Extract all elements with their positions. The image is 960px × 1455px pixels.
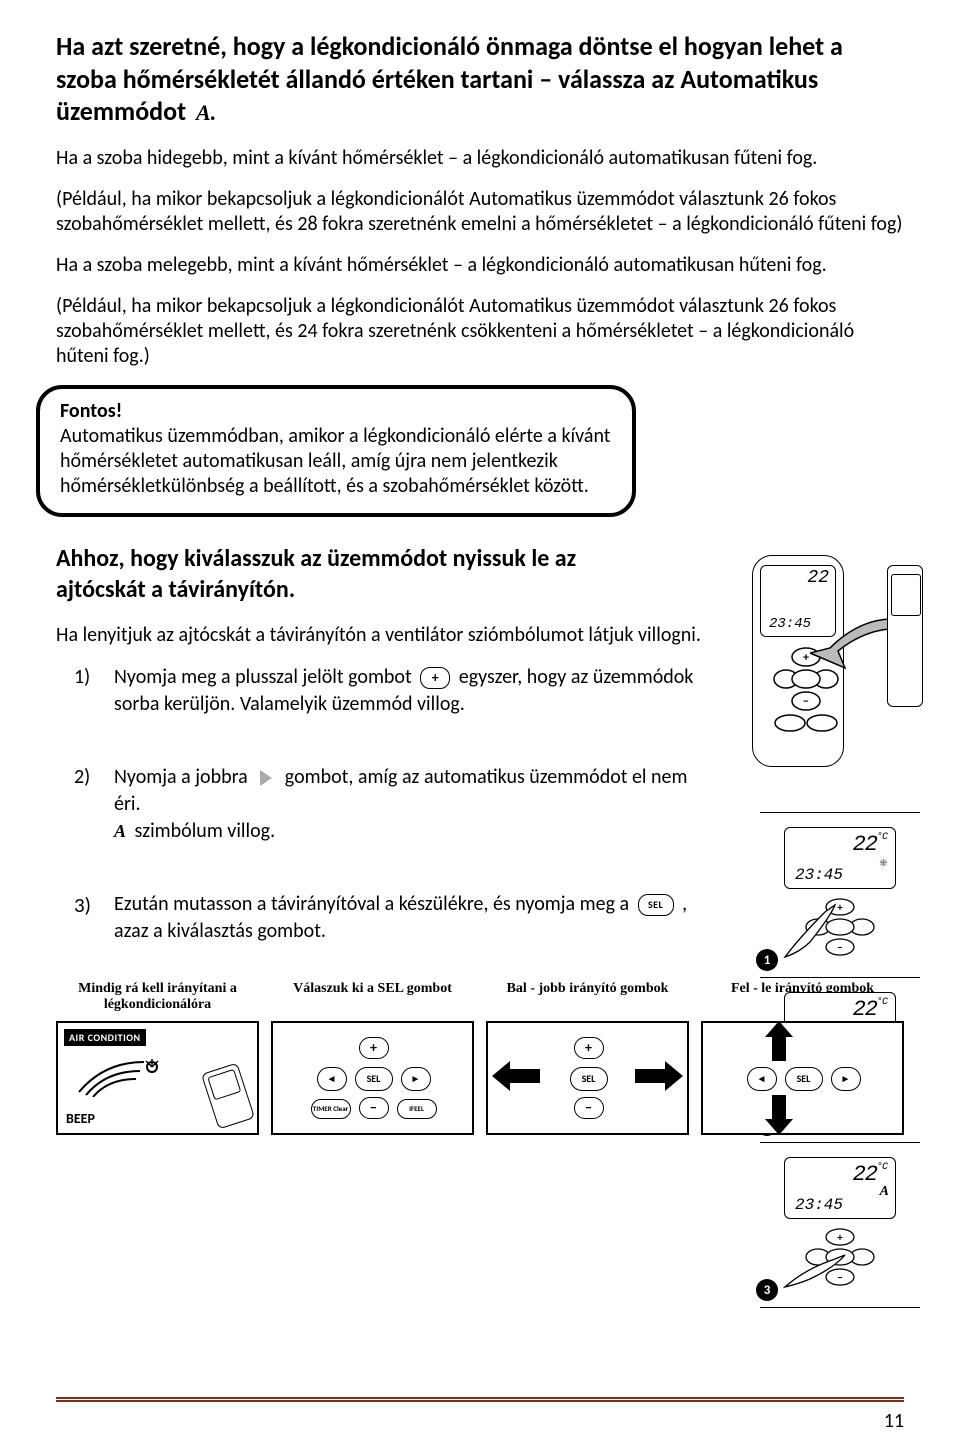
svg-text:−: −	[837, 1271, 842, 1284]
step-badge-1: 1	[756, 949, 778, 971]
remote-open-flap-illustration: 22 23:45 + −	[712, 555, 932, 780]
left-arrow-icon	[492, 1061, 542, 1091]
pad-ifeel-icon: IFEEL	[397, 1099, 437, 1119]
step-1-before: Nyomja meg a plusszal jelölt gombot	[114, 665, 412, 689]
plus-button-icon: +	[420, 667, 450, 689]
paragraph-5: Ha lenyitjuk az ajtócskát a távirányítón…	[56, 623, 736, 648]
page-number: 11	[884, 1409, 904, 1433]
bottom-cap-3: Bal - jobb irányító gombok	[486, 981, 689, 1015]
illus1-unit: °C	[877, 832, 887, 843]
svg-text:−: −	[803, 695, 809, 709]
callout-title: Fontos!	[60, 399, 122, 423]
illus2-temp: 22	[853, 997, 877, 1022]
svg-text:+: +	[837, 901, 843, 914]
right-arrow-icon	[633, 1061, 683, 1091]
callout-body: Automatikus üzemmódban, amikor a légkond…	[60, 424, 610, 498]
bottom-cap-1: Mindig rá kell irányítani a légkondicion…	[56, 981, 259, 1015]
hand-press-icon: + −	[780, 897, 900, 963]
pad-left-icon: ◄	[747, 1067, 777, 1091]
up-arrow-icon	[765, 1021, 793, 1063]
pad-plus-icon: +	[359, 1037, 389, 1059]
illus3-unit: °C	[877, 1162, 887, 1173]
pad-minus-icon: −	[359, 1097, 389, 1119]
button-pad-ud-icon: ◄ ► SEL	[733, 1033, 873, 1123]
down-arrow-icon	[765, 1093, 793, 1135]
step-1: 1) Nyomja meg a plusszal jelölt gombot +…	[56, 664, 696, 718]
step-badge-3: 3	[756, 1279, 778, 1301]
pad-sel-icon: SEL	[785, 1067, 823, 1091]
illus3-temp: 22	[853, 1162, 877, 1187]
step-3: 3) Ezután mutasson a távirányítóval a ké…	[56, 891, 696, 945]
hand-press-icon: + −	[780, 1227, 900, 1293]
remote-temp: 22	[807, 568, 829, 588]
illus1-temp: 22	[853, 832, 877, 857]
bottom-cell-2: Válaszuk ki a SEL gombot + − ◄ ► SEL TIM…	[271, 981, 474, 1135]
paragraph-4: (Például, ha mikor bekapcsoljuk a légkon…	[56, 294, 904, 369]
pad-sel-icon: SEL	[355, 1067, 393, 1091]
remote-time: 23:45	[769, 616, 811, 632]
tiny-remote-icon	[201, 1062, 255, 1129]
heading-text: Ha azt szeretné, hogy a légkondicionáló …	[56, 30, 843, 127]
sun-icon: ☀	[880, 856, 887, 869]
bottom-box-2: + − ◄ ► SEL TIMER Clear IFEEL	[271, 1021, 474, 1135]
bottom-cap-2: Válaszuk ki a SEL gombot	[271, 981, 474, 1015]
footer-rule	[56, 1397, 904, 1399]
step-2: 2) Nyomja a jobbra gombot, amíg az autom…	[56, 764, 696, 845]
step-2-number: 2)	[56, 764, 114, 845]
pad-left-icon: ◄	[317, 1067, 347, 1091]
pad-right-icon: ►	[831, 1067, 861, 1091]
bottom-box-4: ◄ ► SEL	[701, 1021, 904, 1135]
step-3-illustration: 22°C A 23:45 + − 3	[760, 1142, 920, 1308]
step-3-number: 3)	[56, 891, 114, 945]
step-2-symline: szimbólum villog.	[135, 819, 276, 843]
bottom-cell-1: Mindig rá kell irányítani a légkondicion…	[56, 981, 259, 1135]
page-heading: Ha azt szeretné, hogy a légkondicionáló …	[56, 30, 904, 128]
step-1-number: 1)	[56, 664, 114, 718]
step-2-before: Nyomja a jobbra	[114, 765, 248, 789]
step-1-illustration: 22°C ☀ 23:45 + − 1	[760, 812, 920, 977]
sel-button-icon: SEL	[638, 894, 674, 916]
beep-label: BEEP	[66, 1110, 95, 1127]
pad-timer-clear-icon: TIMER Clear	[311, 1099, 351, 1119]
svg-text:−: −	[837, 941, 842, 954]
pad-plus-icon: +	[574, 1037, 604, 1059]
svg-text:+: +	[837, 1231, 843, 1244]
pad-sel-icon: SEL	[570, 1067, 608, 1091]
bottom-box-3: + − SEL	[486, 1021, 689, 1135]
paragraph-1: Ha a szoba hidegebb, mint a kívánt hőmér…	[56, 146, 904, 171]
pad-minus-icon: −	[574, 1097, 604, 1119]
pad-right-icon: ►	[401, 1067, 431, 1091]
bottom-cell-3: Bal - jobb irányító gombok + − SEL	[486, 981, 689, 1135]
illus1-time: 23:45	[795, 866, 843, 884]
paragraph-2: (Például, ha mikor bekapcsoljuk a légkon…	[56, 187, 904, 237]
right-arrow-icon	[256, 770, 276, 786]
svg-text:+: +	[803, 651, 809, 665]
illus2-unit: °C	[877, 997, 887, 1008]
auto-mode-symbol-inline: A	[114, 821, 126, 841]
signal-waves-icon	[74, 1057, 164, 1097]
paragraph-3: Ha a szoba melegebb, mint a kívánt hőmér…	[56, 253, 904, 278]
auto-mode-symbol: A.	[196, 99, 216, 127]
illus3-mode: A	[880, 1184, 889, 1200]
illus3-time: 23:45	[795, 1196, 843, 1214]
bottom-box-1: AIR CONDITION BEEP	[56, 1021, 259, 1135]
section-heading: Ahhoz, hogy kiválasszuk az üzemmódot nyi…	[56, 543, 616, 605]
air-condition-badge: AIR CONDITION	[64, 1029, 146, 1046]
button-pad-icon: + − ◄ ► SEL TIMER Clear IFEEL	[303, 1033, 443, 1123]
step-3-before: Ezután mutasson a távirányítóval a készü…	[114, 892, 629, 916]
important-callout: Fontos! Automatikus üzemmódban, amikor a…	[36, 385, 636, 517]
